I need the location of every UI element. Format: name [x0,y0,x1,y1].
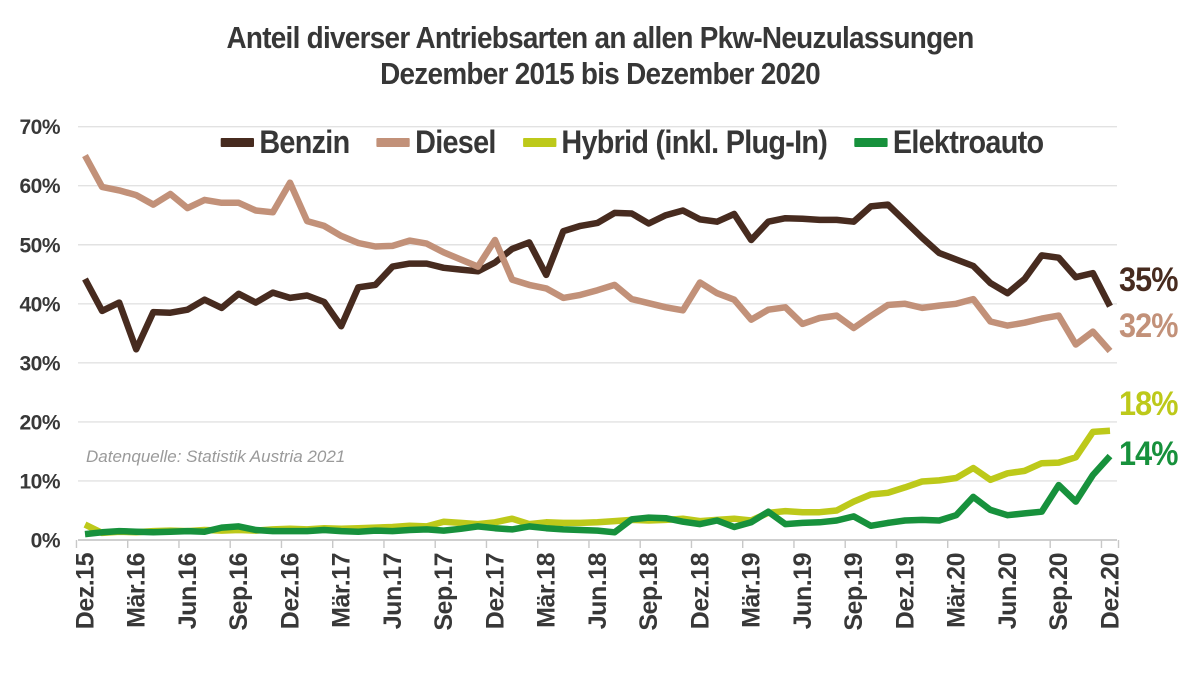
x-axis-label: Mär.16 [123,553,151,628]
y-axis-label: 50% [19,234,60,257]
y-axis-label: 0% [31,530,61,553]
x-axis-label: Sep.17 [430,553,458,631]
x-axis-label: Sep.16 [225,553,253,631]
x-axis-label: Mär.20 [943,553,971,628]
x-axis-label: Jun.18 [584,552,612,629]
data-source-note: Datenquelle: Statistik Austria 2021 [86,447,346,466]
y-axis-label: 10% [19,470,60,493]
x-axis-label: Mär.17 [328,553,356,628]
x-axis-label: Dez.17 [481,553,509,629]
y-axis-label: 20% [19,411,60,434]
x-axis-label: Dez.15 [72,552,100,629]
chart-title-line2: Dezember 2015 bis Dezember 2020 [380,56,821,91]
series-line-elektroauto [84,453,1113,538]
y-axis-label: 30% [19,352,60,375]
legend-item-diesel: Diesel [376,123,496,161]
x-axis-label: Dez.18 [686,552,714,629]
x-axis-label: Jun.17 [379,553,407,629]
y-axis-label: 70% [19,116,60,139]
benzin-line-swatch [220,137,254,147]
legend-item-benzin: Benzin [220,123,350,161]
x-axis-label: Dez.19 [891,553,919,629]
legend-item-hybrid: Hybrid (inkl. Plug-In) [522,123,828,161]
series-line-benzin [82,201,1113,353]
x-axis-label: Dez.20 [1096,553,1124,629]
series-line-diesel [82,154,1113,354]
chart-title: Anteil diverser Antriebsarten an allen P… [60,20,1140,92]
x-axis-label: Jun.16 [174,553,202,629]
benzin-end-value-label: 35% [1119,261,1178,300]
y-axis-label: 40% [19,293,60,316]
y-axis-label: 60% [19,175,60,198]
legend-label-hybrid: Hybrid (inkl. Plug-In) [561,123,828,160]
legend-label-elektroauto: Elektroauto [892,123,1044,160]
elektroauto-line-swatch [854,137,888,147]
x-axis-label: Sep.19 [840,553,868,631]
x-axis-label: Sep.18 [635,552,663,630]
hybrid-line-swatch [522,137,556,147]
chart-title-line1: Anteil diverser Antriebsarten an allen P… [226,20,974,55]
x-axis-label: Dez.16 [276,553,304,629]
hybrid-end-value-label: 18% [1119,384,1178,423]
legend: Benzin Diesel Hybrid (inkl. Plug-In) Ele… [135,121,1129,163]
x-axis-label: Jun.20 [994,553,1022,629]
x-axis-label: Mär.18 [533,552,561,627]
legend-label-benzin: Benzin [259,123,350,160]
legend-label-diesel: Diesel [415,123,496,160]
diesel-end-value-label: 32% [1119,307,1178,346]
legend-item-elektroauto: Elektroauto [854,123,1044,161]
x-axis-label: Mär.19 [738,553,766,628]
diesel-line-swatch [376,137,410,147]
x-axis-label: Sep.20 [1045,553,1073,631]
x-axis-label: Jun.19 [789,553,817,629]
elektroauto-end-value-label: 14% [1119,435,1178,474]
